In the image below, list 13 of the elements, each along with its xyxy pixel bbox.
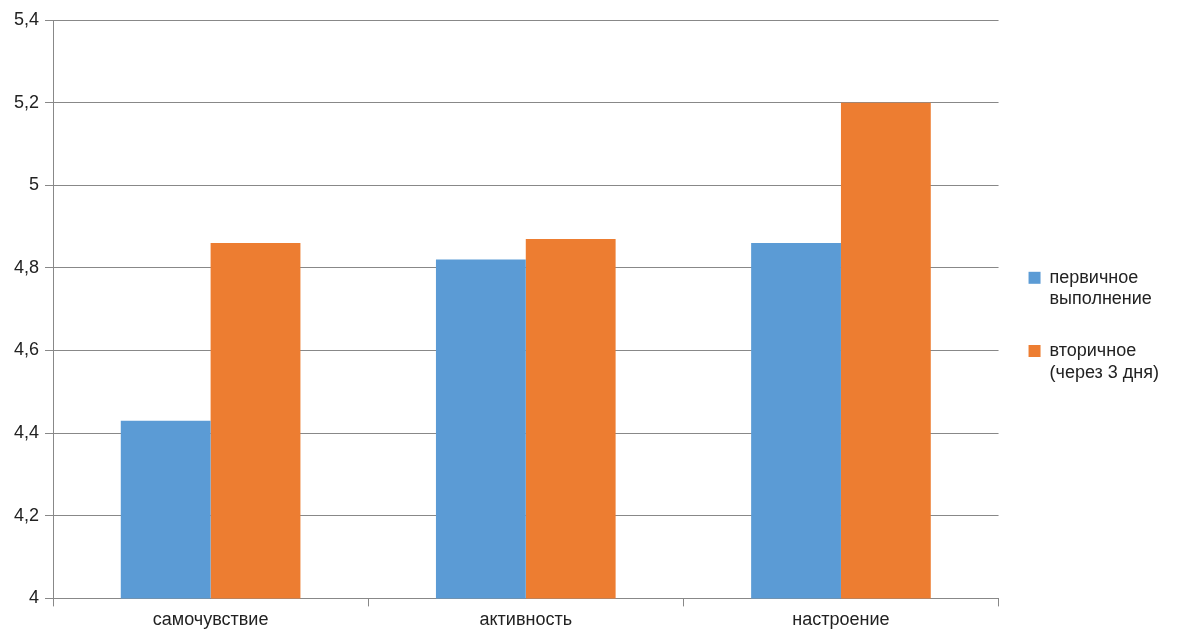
y-tick-label: 4,4 [13, 422, 40, 443]
legend-label: первичное выполнение [1049, 266, 1152, 309]
y-tick-label: 5,2 [13, 91, 40, 112]
y-tick-label: 4 [29, 587, 40, 608]
y-tick-label: 4,2 [13, 504, 40, 525]
y-tick-label: 4,8 [13, 256, 40, 277]
x-tick-label: активность [479, 609, 573, 630]
y-tick-label: 5,4 [13, 8, 40, 29]
y-tick-label: 4,6 [13, 339, 40, 360]
y-tick-label: 5 [29, 174, 40, 195]
legend-label: вторичное (через 3 дня) [1049, 339, 1160, 382]
x-tick-label: настроение [792, 609, 890, 630]
x-tick-label: самочувствие [152, 609, 269, 630]
